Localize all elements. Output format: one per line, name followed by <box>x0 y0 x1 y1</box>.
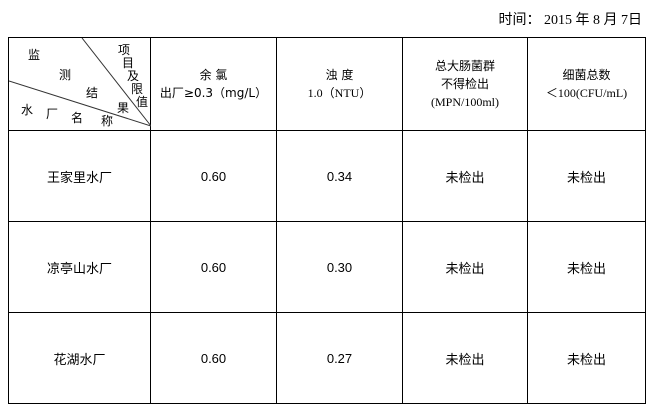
table-row: 凉亭山水厂 0.60 0.30 未检出 未检出 <box>8 221 646 313</box>
plant-name: 花湖水厂 <box>8 312 151 404</box>
corner-char: 测 <box>59 68 72 82</box>
coliform-value: 未检出 <box>402 221 528 313</box>
day-unit: 日 <box>628 13 642 28</box>
plant-name: 凉亭山水厂 <box>8 221 151 313</box>
bacteria-value: 未检出 <box>527 312 646 404</box>
date-label: 时间： <box>498 13 541 28</box>
corner-header-cell: 监 测 结 果 项 目 及 限 值 水 厂 名 称 <box>8 37 151 131</box>
corner-char: 及 <box>127 69 140 83</box>
corner-char: 目 <box>122 56 135 70</box>
plant-name: 王家里水厂 <box>8 130 151 222</box>
corner-char: 项 <box>118 43 131 57</box>
header-line: 总大肠菌群 <box>434 59 495 73</box>
header-row: 监 测 结 果 项 目 及 限 值 水 厂 名 称 余 氯出厂≥0.3（mg/L… <box>8 37 646 131</box>
chlorine-value: 0.60 <box>150 221 277 313</box>
year-unit: 年 <box>575 13 590 28</box>
col-header-coliform: 总大肠菌群不得检出 (MPN/100ml) <box>402 37 528 131</box>
bacteria-value: 未检出 <box>527 130 646 222</box>
corner-char: 厂 <box>46 107 59 121</box>
header-line: 余 氯 <box>199 68 228 82</box>
turbidity-value: 0.30 <box>276 221 403 313</box>
header-line: ＜100(CFU/mL) <box>545 86 628 100</box>
corner-char: 果 <box>117 101 130 115</box>
table-row: 花湖水厂 0.60 0.27 未检出 未检出 <box>8 312 646 404</box>
coliform-value: 未检出 <box>402 312 528 404</box>
corner-char: 名 <box>71 111 84 125</box>
report-date: 时间： 2015 年 8 月 7日 <box>499 9 643 29</box>
col-header-turbidity: 浊 度 1.0（NTU） <box>276 37 403 131</box>
corner-char: 水 <box>21 103 34 117</box>
header-line: 出厂≥0.3（mg/L） <box>159 86 268 100</box>
chlorine-value: 0.60 <box>150 312 277 404</box>
turbidity-value: 0.34 <box>276 130 403 222</box>
corner-char: 限 <box>131 82 144 96</box>
header-line: 细菌总数 <box>562 68 611 82</box>
corner-char: 称 <box>101 114 114 128</box>
turbidity-value: 0.27 <box>276 312 403 404</box>
corner-char: 监 <box>28 48 41 62</box>
day: 7 <box>621 13 628 28</box>
header-line: 1.0（NTU） <box>307 86 372 100</box>
corner-char: 值 <box>136 95 149 109</box>
header-line: 浊 度 <box>325 68 354 82</box>
diagonal-lines <box>9 38 151 127</box>
corner-char: 结 <box>86 86 99 100</box>
col-header-bacteria: 细菌总数 ＜100(CFU/mL) <box>527 37 646 131</box>
month-unit: 月 <box>603 13 618 28</box>
month: 8 <box>593 13 600 28</box>
table-row: 王家里水厂 0.60 0.34 未检出 未检出 <box>8 130 646 222</box>
chlorine-value: 0.60 <box>150 130 277 222</box>
year: 2015 <box>544 13 572 28</box>
col-header-chlorine: 余 氯出厂≥0.3（mg/L） <box>150 37 277 131</box>
bacteria-value: 未检出 <box>527 221 646 313</box>
water-quality-table: 监 测 结 果 项 目 及 限 值 水 厂 名 称 余 氯出厂≥0.3（mg/L… <box>8 37 646 404</box>
header-line: (MPN/100ml) <box>430 95 499 109</box>
coliform-value: 未检出 <box>402 130 528 222</box>
header-line: 不得检出 <box>440 77 489 91</box>
